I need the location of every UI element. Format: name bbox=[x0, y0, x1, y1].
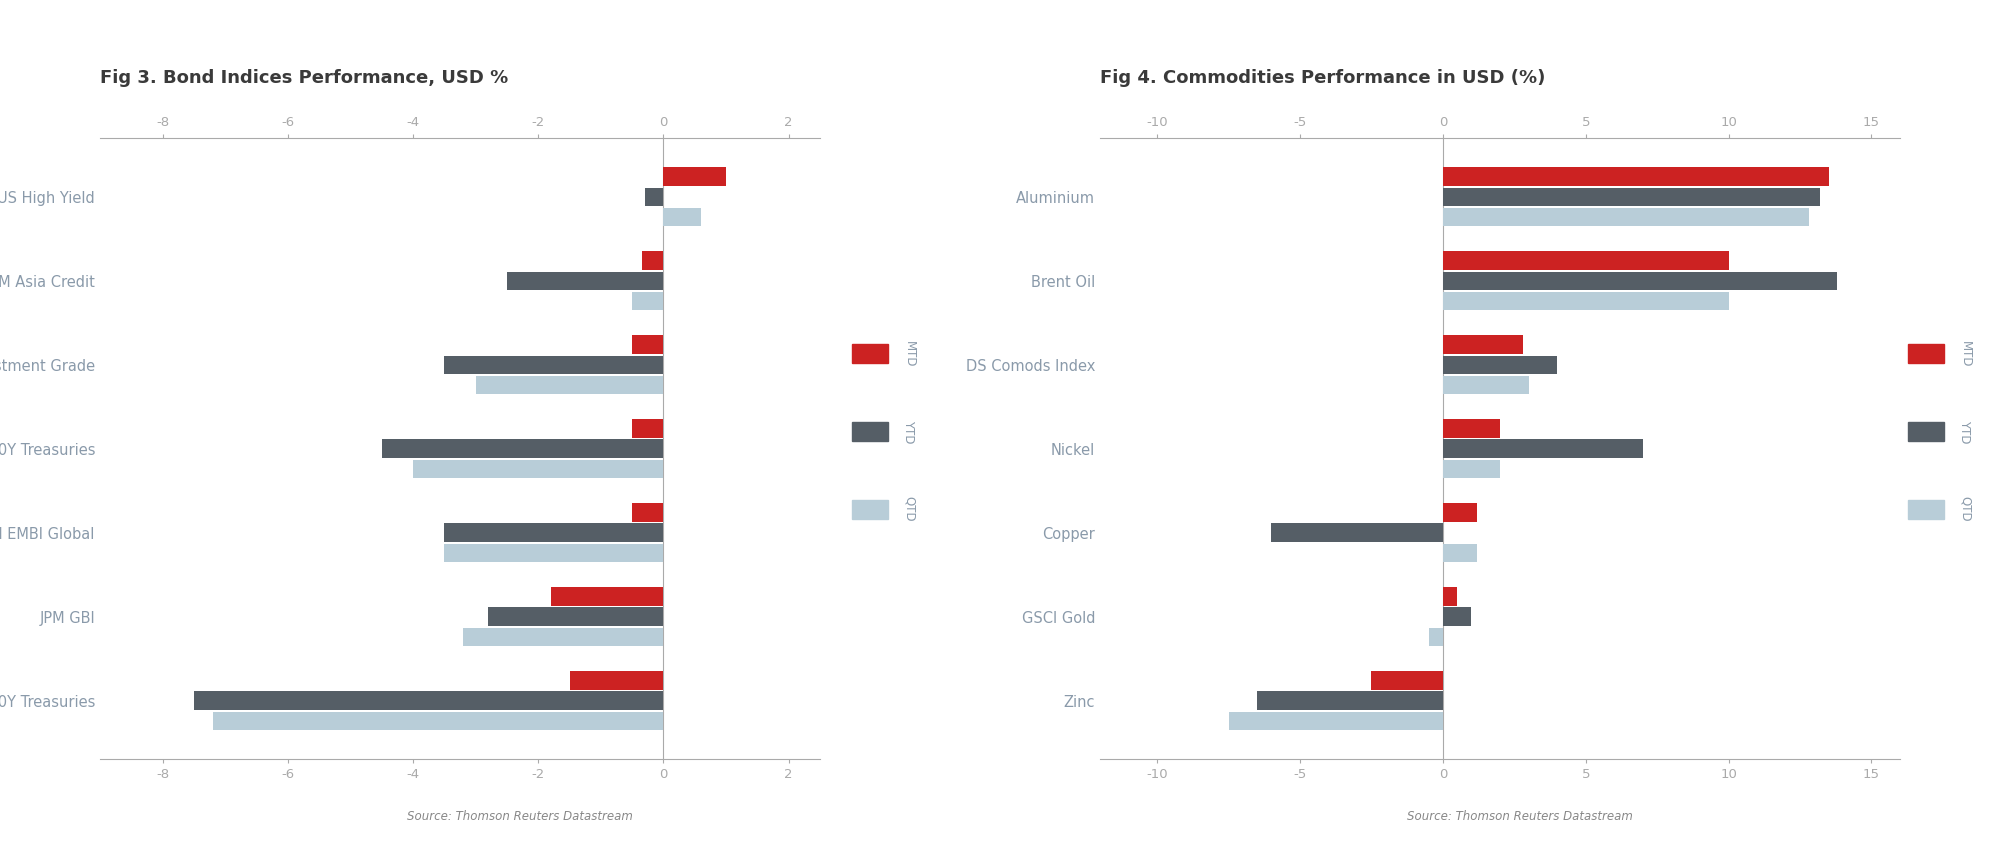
Bar bbox=[382, 439, 664, 458]
Text: YTD: YTD bbox=[1958, 419, 1972, 444]
Text: Fig 3. Bond Indices Performance, USD %: Fig 3. Bond Indices Performance, USD % bbox=[100, 68, 508, 86]
Bar bbox=[488, 608, 664, 626]
Bar bbox=[212, 712, 664, 730]
Bar bbox=[1442, 356, 1558, 374]
Text: Fig 4. Commodities Performance in USD (%): Fig 4. Commodities Performance in USD (%… bbox=[1100, 68, 1546, 86]
Bar bbox=[1258, 691, 1442, 710]
Bar bbox=[642, 251, 664, 270]
Text: QTD: QTD bbox=[902, 496, 916, 522]
Text: Source: Thomson Reuters Datastream: Source: Thomson Reuters Datastream bbox=[1408, 809, 1632, 822]
Bar bbox=[444, 544, 664, 562]
Text: MTD: MTD bbox=[1958, 341, 1972, 367]
Bar bbox=[644, 187, 664, 206]
Bar bbox=[1372, 671, 1442, 690]
Bar bbox=[1442, 292, 1728, 310]
Bar bbox=[550, 588, 664, 606]
Bar bbox=[664, 208, 702, 226]
Bar bbox=[632, 419, 664, 438]
Bar bbox=[632, 503, 664, 522]
Bar bbox=[1442, 272, 1838, 290]
Text: QTD: QTD bbox=[1958, 496, 1972, 522]
Bar bbox=[414, 460, 664, 478]
Bar bbox=[1442, 503, 1478, 522]
Bar bbox=[1228, 712, 1442, 730]
Bar bbox=[1442, 208, 1808, 226]
Bar bbox=[1428, 627, 1442, 646]
Bar bbox=[1442, 336, 1522, 354]
Bar bbox=[632, 292, 664, 310]
Bar bbox=[476, 375, 664, 394]
Bar bbox=[1442, 588, 1458, 606]
Bar bbox=[1442, 460, 1500, 478]
Bar bbox=[464, 627, 664, 646]
Bar bbox=[1272, 524, 1442, 542]
Bar bbox=[1442, 439, 1642, 458]
Bar bbox=[444, 524, 664, 542]
Bar bbox=[1442, 167, 1828, 186]
Bar bbox=[1442, 544, 1478, 562]
Text: Source: Thomson Reuters Datastream: Source: Thomson Reuters Datastream bbox=[408, 809, 632, 822]
Bar bbox=[632, 336, 664, 354]
Bar bbox=[570, 671, 664, 690]
Bar bbox=[506, 272, 664, 290]
Bar bbox=[1442, 608, 1472, 626]
Bar bbox=[664, 167, 726, 186]
Bar bbox=[1442, 251, 1728, 270]
Bar bbox=[1442, 375, 1528, 394]
Bar bbox=[444, 356, 664, 374]
Text: MTD: MTD bbox=[902, 341, 916, 367]
Bar bbox=[1442, 187, 1820, 206]
Bar bbox=[194, 691, 664, 710]
Text: YTD: YTD bbox=[902, 419, 916, 444]
Bar bbox=[1442, 419, 1500, 438]
